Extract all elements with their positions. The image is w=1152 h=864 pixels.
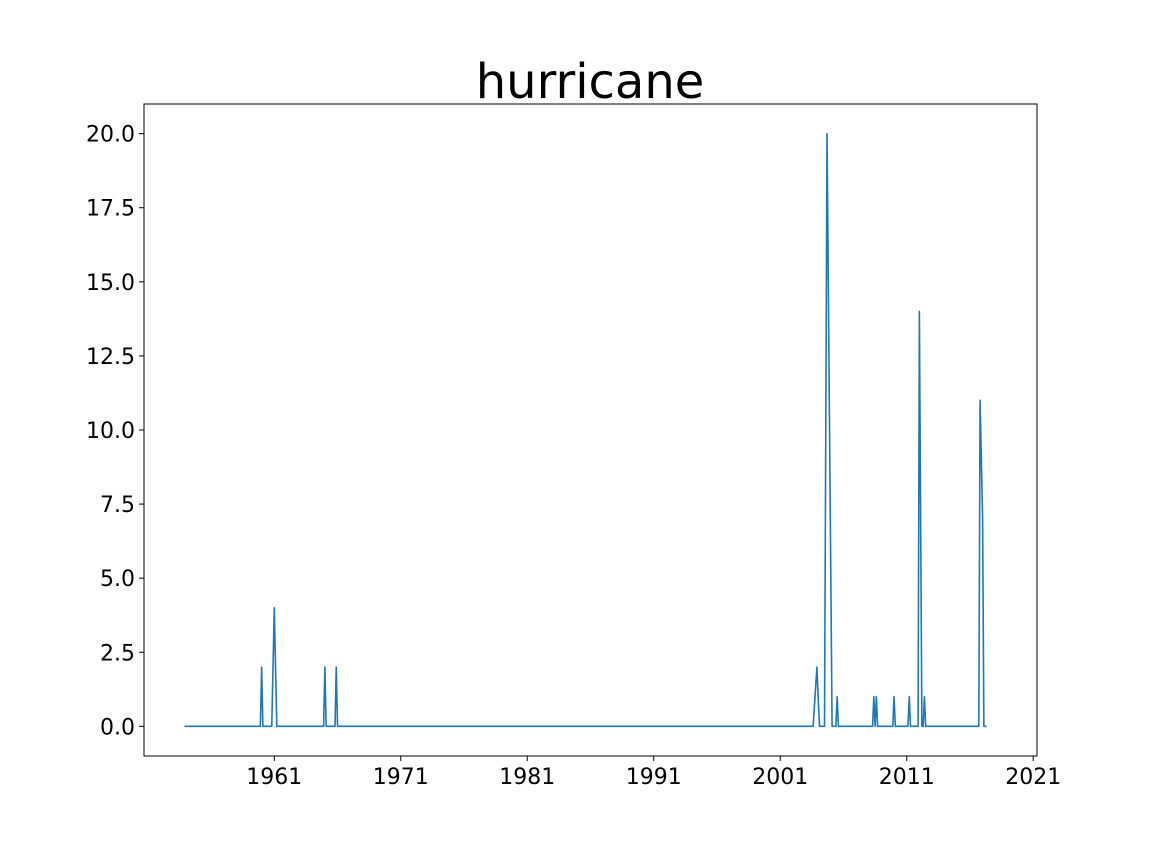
plot-frame — [143, 103, 1038, 757]
x-tick-label: 1981 — [499, 765, 555, 790]
x-axis: 1961 1971 1981 1991 2001 2011 2021 — [246, 756, 1061, 790]
y-tick-label: 0.0 — [100, 715, 135, 740]
x-tick-label: 1991 — [626, 765, 682, 790]
y-tick-label: 5.0 — [100, 567, 135, 592]
chart-title: hurricane — [476, 54, 705, 110]
y-tick-label: 15.0 — [86, 271, 135, 296]
x-tick-label: 1961 — [246, 765, 302, 790]
x-tick-label: 2011 — [879, 765, 935, 790]
y-tick-label: 17.5 — [86, 197, 135, 222]
y-tick-label: 10.0 — [86, 419, 135, 444]
y-tick-label: 20.0 — [86, 123, 135, 148]
series-line — [184, 132, 987, 728]
y-tick-label: 7.5 — [100, 493, 135, 518]
x-tick-label: 1971 — [373, 765, 429, 790]
y-tick-label: 2.5 — [100, 641, 135, 666]
x-tick-label: 2021 — [1005, 765, 1061, 790]
y-axis: 0.0 2.5 5.0 7.5 10.0 12.5 15.0 17.5 20.0 — [86, 123, 144, 740]
x-tick-label: 2001 — [752, 765, 808, 790]
y-tick-label: 12.5 — [86, 345, 135, 370]
